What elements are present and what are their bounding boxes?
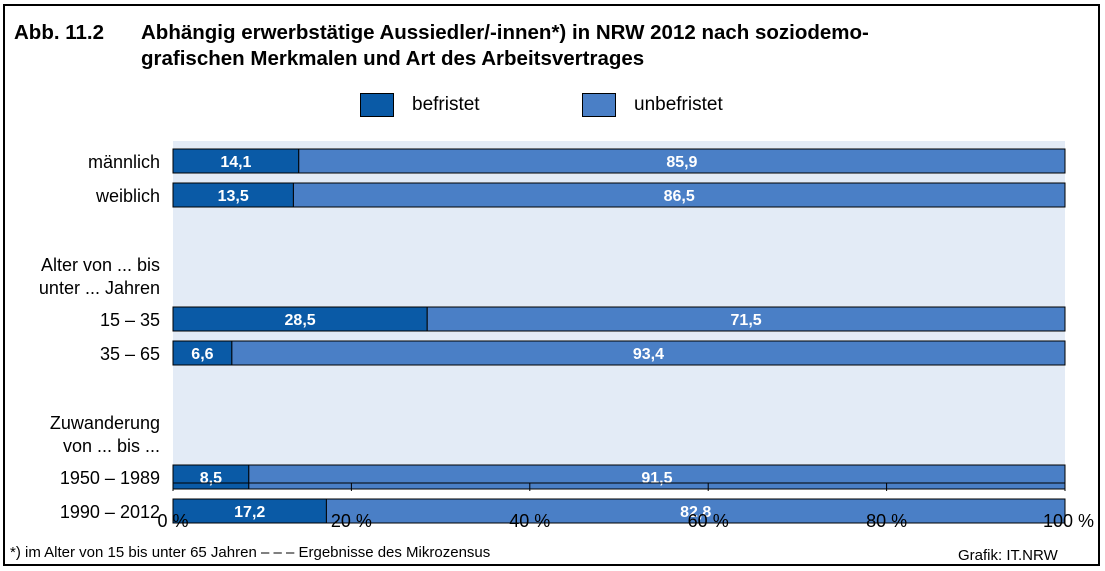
data-label: 6,6 (191, 346, 213, 363)
category-label: 35 – 65 (100, 344, 160, 364)
data-label: 86,5 (664, 188, 695, 205)
chart-title: Abb. 11.2 Abhängig erwerbstätige Aussiedl… (14, 20, 869, 72)
data-label: 71,5 (731, 312, 762, 329)
footnote: *) im Alter von 15 bis unter 65 Jahren –… (10, 544, 491, 561)
x-tick-label: 20 % (331, 511, 372, 531)
data-label: 8,5 (200, 470, 222, 487)
data-label: 91,5 (641, 470, 672, 487)
x-tick-label: 60 % (688, 511, 729, 531)
data-label: 14,1 (220, 154, 251, 171)
x-tick-label: 80 % (866, 511, 907, 531)
legend-swatch-befristet (360, 93, 394, 117)
bar-befristet (172, 464, 250, 490)
title-line-1: Abhängig erwerbstätige Aussiedler/-innen… (141, 21, 869, 44)
legend-label-befristet: befristet (412, 94, 480, 115)
group-label: von ... bis ... (63, 436, 160, 456)
group-label: unter ... Jahren (39, 278, 160, 298)
figure-number: Abb. 11.2 (14, 21, 105, 44)
data-label: 13,5 (218, 188, 249, 205)
bar-befristet (172, 340, 233, 366)
group-label: Zuwanderung (50, 413, 160, 433)
category-label: männlich (88, 152, 160, 172)
x-tick-label: 40 % (509, 511, 550, 531)
data-label: 28,5 (285, 312, 316, 329)
bar-unbefristet (292, 182, 1066, 208)
bar-unbefristet (426, 306, 1066, 332)
x-tick-label: 100 % (1043, 511, 1094, 531)
bar-unbefristet (248, 464, 1066, 490)
bar-befristet (172, 148, 300, 174)
category-label: weiblich (95, 186, 160, 206)
group-label: Alter von ... bis (41, 255, 160, 275)
category-label: 15 – 35 (100, 310, 160, 330)
data-label: 85,9 (666, 154, 697, 171)
bar-unbefristet (231, 340, 1066, 366)
data-label: 82,8 (680, 504, 711, 521)
data-label: 93,4 (633, 346, 664, 363)
category-label: 1990 – 2012 (60, 502, 160, 522)
bar-unbefristet (298, 148, 1066, 174)
x-tick-label: 0 % (157, 511, 188, 531)
title-line-2: grafischen Merkmalen und Art des Arbeits… (141, 47, 645, 70)
legend-label-unbefristet: unbefristet (634, 94, 723, 115)
bar-unbefristet (325, 498, 1066, 524)
bar-befristet (172, 306, 428, 332)
legend-swatch-unbefristet (582, 93, 616, 117)
credit: Grafik: IT.NRW (958, 547, 1058, 564)
data-label: 17,2 (234, 504, 265, 521)
category-label: 1950 – 1989 (60, 468, 160, 488)
